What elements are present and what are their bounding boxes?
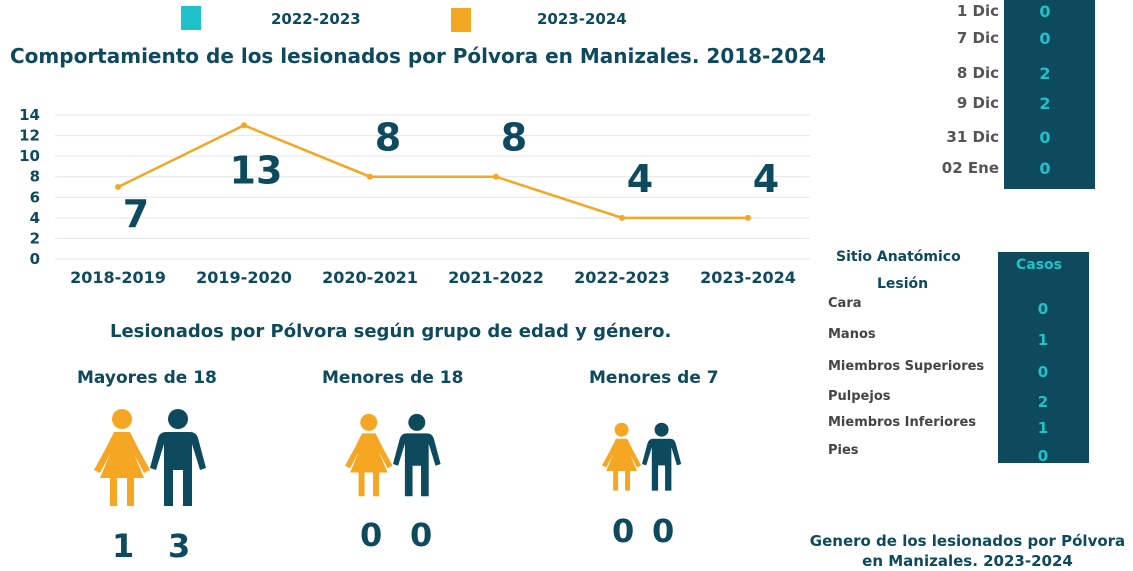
footer-line-1: Genero de los lesionados por Pólvora: [809, 532, 1126, 550]
date-label: 31 Dic: [946, 128, 999, 146]
y-tick-label: 4: [30, 209, 40, 227]
y-tick-label: 14: [19, 106, 40, 124]
data-point: [241, 122, 247, 129]
anatomic-header-label-2: Lesión: [877, 276, 929, 292]
date-value: 0: [1039, 29, 1051, 48]
legend-label-2022-2023: 2022-2023: [271, 10, 361, 28]
line-chart: 0 2 4 6 8 10 12 14 7 2018-2019 13 2019-2020 8 2020-20…: [19, 106, 810, 287]
data-label: 13: [230, 148, 283, 192]
data-label: 4: [753, 157, 779, 201]
age-group-title: Menores de 7: [589, 368, 719, 388]
anatomic-header-cases: Casos: [1016, 257, 1063, 273]
anatomic-site-value: 2: [1037, 393, 1049, 411]
anatomic-site-value: 0: [1037, 363, 1049, 381]
date-value: 0: [1039, 159, 1051, 178]
male-count: 0: [410, 516, 433, 554]
anatomic-site-label: Miembros Superiores: [828, 359, 985, 374]
x-tick-label: 2020-2021: [322, 268, 418, 287]
male-count: 3: [168, 527, 191, 565]
y-tick-label: 12: [19, 127, 40, 145]
y-tick-label: 2: [30, 229, 40, 247]
x-tick-label: 2023-2024: [700, 268, 796, 287]
anatomic-site-value: 0: [1037, 300, 1049, 318]
date-label: 02 Ene: [941, 159, 999, 177]
male-icon: [642, 422, 682, 497]
anatomic-site-label: Pies: [828, 443, 859, 458]
date-value: 2: [1039, 94, 1051, 113]
data-point: [115, 184, 121, 190]
anatomic-site-label: Miembros Inferiores: [828, 415, 976, 430]
data-point: [745, 214, 751, 221]
footer-line-2: en Manizales. 2023-2024: [862, 552, 1073, 570]
anatomic-site-label: Cara: [828, 296, 862, 311]
data-point: [493, 173, 499, 180]
data-label: 7: [123, 192, 149, 236]
chart-title: Comportamiento de los lesionados por Pól…: [10, 44, 827, 68]
legend-swatch-orange: [451, 8, 471, 32]
date-value: 0: [1039, 2, 1051, 21]
male-icon: [150, 408, 206, 514]
male-count: 0: [652, 512, 675, 550]
anatomic-panel: [998, 252, 1089, 463]
y-tick-label: 0: [30, 250, 40, 268]
female-icon: [602, 422, 642, 497]
age-group-title: Menores de 18: [322, 368, 464, 388]
series-line: [117, 123, 748, 220]
data-label: 8: [375, 116, 401, 160]
anatomic-site-value: 1: [1037, 331, 1049, 349]
age-gender-subtitle: Lesionados por Pólvora según grupo de ed…: [110, 321, 672, 342]
footer-title: Genero de los lesionados por Pólvora en …: [805, 531, 1130, 571]
y-tick-label: 10: [19, 147, 40, 165]
anatomic-site-label: Pulpejos: [828, 389, 891, 404]
dates-panel: [1004, 0, 1095, 189]
y-tick-label: 8: [30, 168, 40, 186]
date-label: 1 Dic: [956, 2, 999, 20]
female-icon: [94, 408, 150, 514]
legend-label-2023-2024: 2023-2024: [537, 10, 627, 28]
anatomic-site-label: Manos: [828, 327, 876, 342]
anatomic-header-label-1: Sitio Anatómico: [836, 249, 961, 265]
male-icon: [393, 413, 441, 504]
y-tick-label: 6: [30, 188, 40, 206]
date-value: 0: [1039, 128, 1051, 147]
x-tick-label: 2021-2022: [448, 268, 544, 287]
date-label: 9 Dic: [956, 94, 999, 112]
data-label: 4: [627, 157, 653, 201]
data-point: [367, 173, 373, 180]
anatomic-site-value: 0: [1037, 447, 1049, 465]
data-label: 8: [501, 116, 527, 160]
date-label: 7 Dic: [956, 29, 999, 47]
x-tick-label: 2022-2023: [574, 268, 670, 287]
date-label: 8 Dic: [956, 64, 999, 82]
data-point: [619, 214, 625, 221]
female-count: 1: [112, 527, 135, 565]
legend-swatch-teal: [181, 6, 201, 30]
female-icon: [345, 413, 393, 504]
x-tick-label: 2019-2020: [196, 268, 292, 287]
x-tick-label: 2018-2019: [70, 268, 166, 287]
female-count: 0: [360, 516, 383, 554]
date-value: 2: [1039, 64, 1051, 83]
female-count: 0: [612, 512, 635, 550]
anatomic-site-value: 1: [1037, 419, 1049, 437]
age-group-title: Mayores de 18: [77, 368, 217, 388]
